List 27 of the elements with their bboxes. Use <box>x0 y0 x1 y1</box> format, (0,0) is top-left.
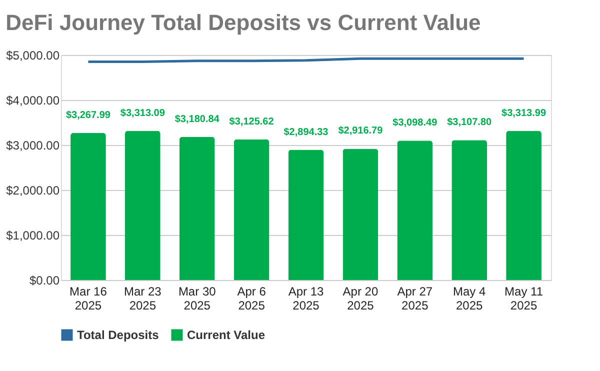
y-tick-label: $3,000.00 <box>6 138 60 152</box>
y-tick-label: $4,000.00 <box>6 94 60 108</box>
y-tick-label: $5,000.00 <box>6 48 60 62</box>
y-tick-label: $0.00 <box>29 274 60 288</box>
data-label: $3,180.84 <box>174 114 220 125</box>
data-label: $2,916.79 <box>338 126 384 137</box>
x-tick-label: May 4 2025 <box>452 284 486 312</box>
data-label: $3,098.49 <box>392 118 438 129</box>
legend-label: Current Value <box>187 328 266 342</box>
data-label: $3,107.80 <box>447 117 492 128</box>
x-tick-label: Apr 20 2025 <box>342 284 378 312</box>
x-tick-label: Apr 13 2025 <box>288 284 324 312</box>
x-tick-label: Mar 30 2025 <box>178 284 216 312</box>
chart-title: DeFi Journey Total Deposits vs Current Value <box>6 10 481 35</box>
data-label: $3,125.62 <box>229 116 274 128</box>
y-tick-label: $1,000.00 <box>6 228 60 242</box>
data-label: $2,894.33 <box>284 126 329 138</box>
y-tick-label: $2,000.00 <box>6 184 60 198</box>
data-label: $3,267.99 <box>66 110 111 121</box>
x-tick-label: May 11 2025 <box>504 284 544 312</box>
data-label: $3,313.09 <box>120 108 166 119</box>
x-tick-label: Apr 6 2025 <box>237 284 266 312</box>
data-label: $3,313.99 <box>502 108 546 119</box>
x-tick-label: Mar 16 2025 <box>70 284 108 312</box>
x-tick-label: Apr 27 2025 <box>397 284 433 312</box>
x-tick-label: Mar 23 2025 <box>124 284 162 312</box>
legend-label: Total Deposits <box>77 328 160 342</box>
